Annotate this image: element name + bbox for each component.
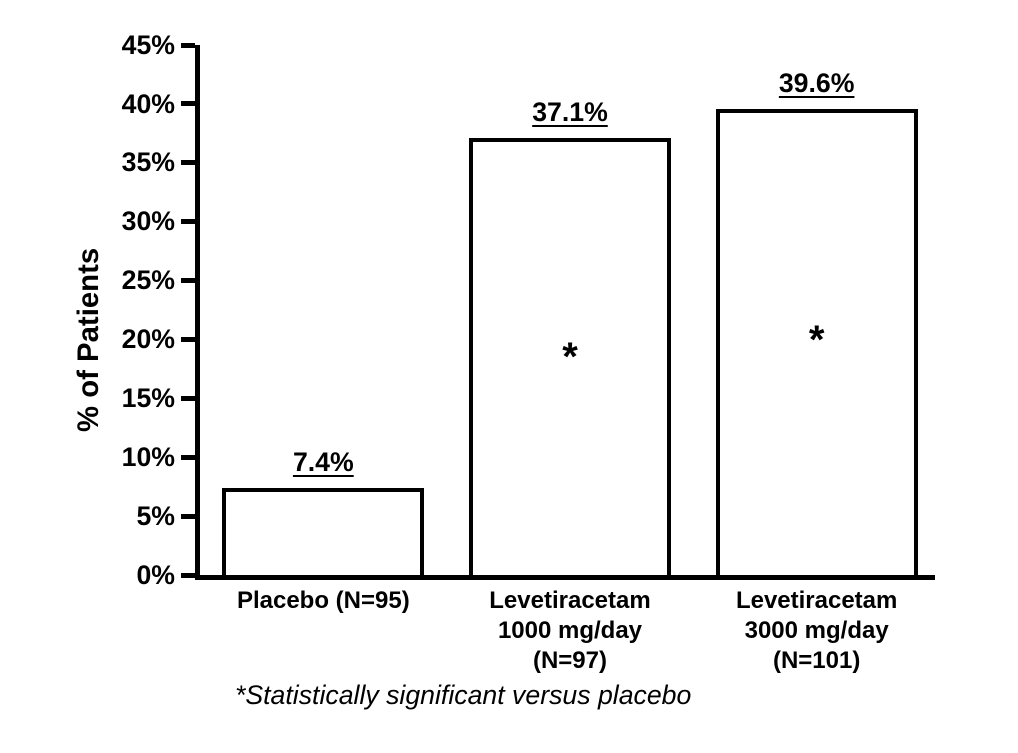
bar-value-label: 7.4% — [222, 447, 424, 478]
y-tick-label: 45% — [95, 30, 175, 61]
y-tick — [181, 160, 195, 165]
y-tick-label: 5% — [95, 501, 175, 532]
y-tick — [181, 337, 195, 342]
significance-star-icon: * — [469, 335, 671, 380]
significance-star-icon: * — [716, 318, 918, 363]
y-tick-label: 10% — [95, 442, 175, 473]
y-tick-label: 0% — [95, 560, 175, 591]
y-tick — [181, 219, 195, 224]
y-tick-label: 25% — [95, 265, 175, 296]
y-tick — [181, 278, 195, 283]
bar-value-label: 39.6% — [716, 68, 918, 99]
y-tick — [181, 101, 195, 106]
y-tick-label: 40% — [95, 89, 175, 120]
y-tick — [181, 43, 195, 48]
y-tick-label: 35% — [95, 147, 175, 178]
x-category-label: Placebo (N=95) — [200, 586, 447, 616]
chart-footnote: *Statistically significant versus placeb… — [235, 680, 691, 711]
y-tick — [181, 396, 195, 401]
y-tick-label: 30% — [95, 206, 175, 237]
y-tick — [181, 573, 195, 578]
bar — [222, 488, 424, 575]
y-tick-label: 15% — [95, 383, 175, 414]
x-category-label: Levetiracetam1000 mg/day(N=97) — [447, 586, 694, 676]
bar-chart: % of Patients *Statistically significant… — [0, 0, 1018, 753]
bar-value-label: 37.1% — [469, 97, 671, 128]
y-tick — [181, 514, 195, 519]
y-tick — [181, 455, 195, 460]
y-tick-label: 20% — [95, 324, 175, 355]
x-category-label: Levetiracetam3000 mg/day(N=101) — [693, 586, 940, 676]
